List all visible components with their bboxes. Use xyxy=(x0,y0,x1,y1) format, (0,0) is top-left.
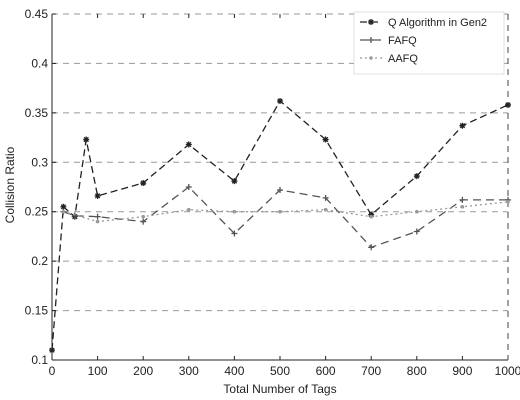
data-point-marker xyxy=(60,203,67,210)
tick-labels: 0.1 0.15 0.2 0.25 0.3 0.35 0.4 0.45 0 100 200 300 40… xyxy=(25,7,520,378)
data-point-marker xyxy=(460,204,465,209)
series-line xyxy=(63,201,509,223)
y-tick-label: 0.4 xyxy=(31,56,48,70)
legend-label: AAFQ xyxy=(388,53,418,65)
x-tick-label: 100 xyxy=(88,364,108,378)
x-tick-label: 700 xyxy=(361,364,381,378)
y-axis-label: Collision Ratio xyxy=(3,146,17,223)
axes xyxy=(51,13,509,361)
y-tick-label: 0.15 xyxy=(25,304,49,318)
y-tick-label: 0.35 xyxy=(25,106,49,120)
data-point-marker xyxy=(322,194,329,201)
legend-label: FAFQ xyxy=(388,35,417,47)
x-tick-label: 1000 xyxy=(495,364,520,378)
y-tick-label: 0.45 xyxy=(25,7,49,21)
y-tick-label: 0.1 xyxy=(31,353,48,367)
data-point-marker xyxy=(368,211,375,218)
legend-label: Q Algorithm in Gen2 xyxy=(388,17,487,29)
series-lines xyxy=(49,97,511,354)
data-point-marker xyxy=(277,186,283,193)
data-point-marker xyxy=(415,209,419,214)
data-point-marker xyxy=(505,101,511,108)
data-point-marker xyxy=(140,218,147,225)
x-tick-label: 900 xyxy=(452,364,472,378)
data-point-marker xyxy=(368,19,374,25)
data-point-marker xyxy=(140,180,147,187)
data-point-marker xyxy=(185,184,192,190)
x-tick-label: 600 xyxy=(316,364,336,378)
data-point-marker xyxy=(506,200,510,204)
data-point-marker xyxy=(413,228,420,235)
data-point-marker xyxy=(94,213,101,220)
data-point-marker xyxy=(231,178,238,185)
data-point-marker xyxy=(49,347,55,354)
y-tick-label: 0.25 xyxy=(25,205,49,219)
x-tick-label: 0 xyxy=(49,364,56,378)
data-point-marker xyxy=(323,207,328,212)
legend: Q Algorithm in Gen2 FAFQ AAFQ xyxy=(353,11,505,75)
data-point-marker xyxy=(94,192,101,199)
x-tick-label: 500 xyxy=(270,364,290,378)
data-point-marker xyxy=(83,136,90,143)
data-point-marker xyxy=(232,209,237,214)
series-line xyxy=(51,99,509,351)
series-line xyxy=(63,186,508,249)
data-point-marker xyxy=(277,97,283,104)
x-axis-label: Total Number of Tags xyxy=(223,382,336,396)
x-tick-label: 300 xyxy=(179,364,199,378)
data-point-marker xyxy=(187,207,191,212)
data-point-marker xyxy=(459,196,466,203)
y-tick-label: 0.2 xyxy=(31,254,48,268)
data-point-marker xyxy=(369,56,373,60)
data-point-marker xyxy=(368,37,374,43)
x-tick-label: 200 xyxy=(133,364,153,378)
data-point-marker xyxy=(185,141,192,148)
data-point-marker xyxy=(413,173,420,180)
data-point-marker xyxy=(71,212,78,219)
data-point-marker xyxy=(459,122,466,129)
data-point-marker xyxy=(95,219,100,224)
data-point-marker xyxy=(278,209,282,214)
data-point-marker xyxy=(368,244,375,251)
data-point-marker xyxy=(61,209,66,214)
y-tick-label: 0.3 xyxy=(31,155,48,169)
data-point-marker xyxy=(369,214,374,219)
series-2 xyxy=(60,184,511,251)
data-point-marker xyxy=(322,136,329,143)
series-1 xyxy=(49,97,511,354)
x-tick-label: 400 xyxy=(224,364,244,378)
series-3 xyxy=(61,200,510,224)
legend-box xyxy=(353,11,505,75)
data-point-marker xyxy=(231,230,238,237)
data-point-marker xyxy=(141,214,145,219)
x-tick-label: 800 xyxy=(407,364,427,378)
